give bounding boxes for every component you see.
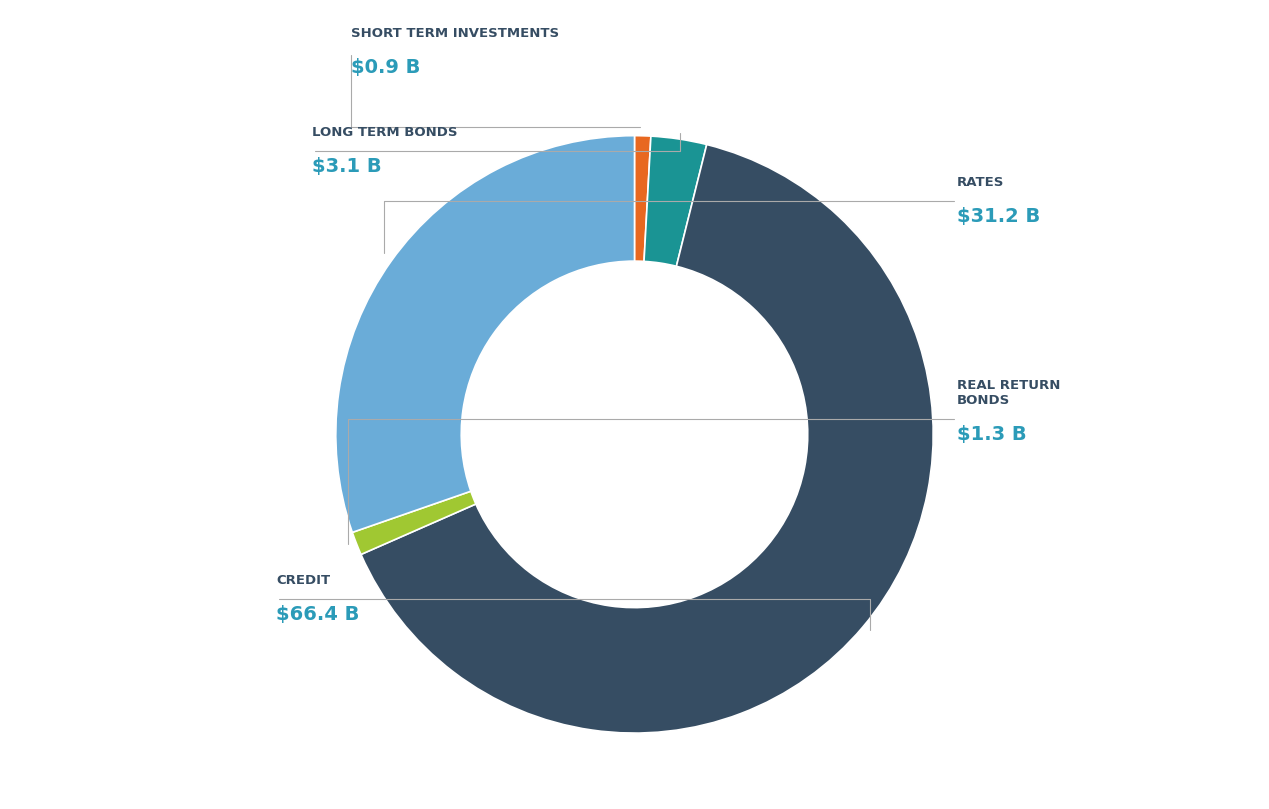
Text: $1.3 B: $1.3 B — [957, 426, 1027, 444]
Text: LONG TERM BONDS: LONG TERM BONDS — [312, 125, 457, 138]
Wedge shape — [643, 136, 707, 266]
Text: $66.4 B: $66.4 B — [277, 604, 359, 624]
Text: RATES: RATES — [957, 176, 1005, 189]
Text: SHORT TERM INVESTMENTS: SHORT TERM INVESTMENTS — [350, 27, 558, 40]
Text: $31.2 B: $31.2 B — [957, 207, 1041, 227]
Wedge shape — [634, 136, 651, 261]
Text: CREDIT: CREDIT — [277, 574, 330, 587]
Wedge shape — [360, 145, 933, 733]
Text: $0.9 B: $0.9 B — [350, 58, 420, 77]
Text: REAL RETURN
BONDS: REAL RETURN BONDS — [957, 379, 1061, 408]
Wedge shape — [336, 136, 634, 532]
Wedge shape — [353, 491, 476, 554]
Text: $3.1 B: $3.1 B — [312, 157, 382, 176]
